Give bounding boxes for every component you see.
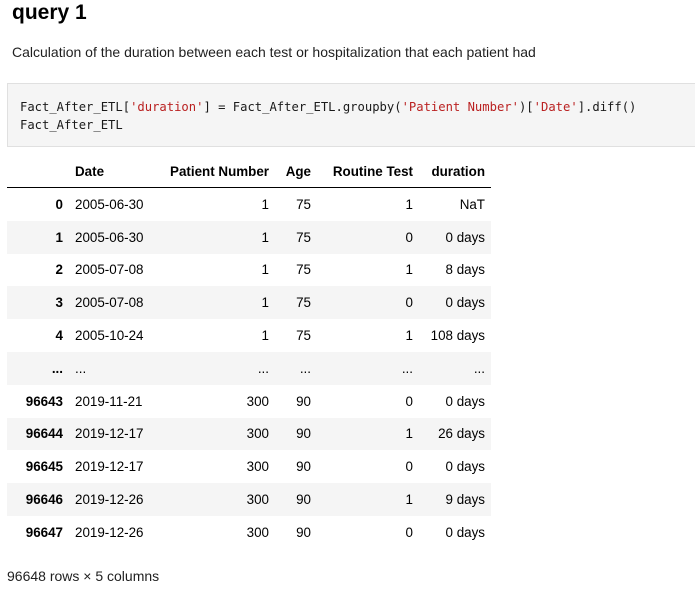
cell-age: 75: [296, 295, 311, 311]
dataframe-shape-summary: 96648 rows × 5 columns: [7, 568, 160, 584]
cell-date: 2005-10-24: [75, 328, 144, 344]
code-cell[interactable]: Fact_After_ETL['duration'] = Fact_After_…: [7, 83, 695, 147]
cell-age: 75: [296, 262, 311, 278]
cell-routine-test: 0: [405, 229, 413, 245]
cell-routine-test: 1: [405, 328, 413, 344]
column-header-routine-test: Routine Test: [317, 155, 419, 188]
table-row: 96643 2019-11-21 300 90 0 0 days: [7, 385, 491, 418]
code-string: 'duration': [130, 100, 204, 114]
row-index: 3: [55, 295, 63, 311]
cell-date: 2019-11-21: [75, 393, 143, 409]
cell-duration: ...: [473, 360, 485, 376]
query-heading: query 1: [12, 1, 87, 24]
cell-patient-number: 300: [246, 459, 269, 475]
cell-age: 90: [296, 393, 311, 409]
table-row: 96647 2019-12-26 300 90 0 0 days: [7, 516, 491, 549]
cell-patient-number: ...: [257, 360, 269, 376]
column-header-date: Date: [69, 155, 155, 188]
code-text-part: Fact_After_ETL[: [20, 100, 131, 114]
cell-duration: 26 days: [438, 426, 485, 442]
cell-age: 90: [296, 524, 311, 540]
table-row: 2 2005-07-08 1 75 1 8 days: [7, 254, 491, 287]
cell-duration: 0 days: [445, 524, 485, 540]
index-header: [7, 155, 69, 188]
table-row: 3 2005-07-08 1 75 0 0 days: [7, 286, 491, 320]
code-text-part: ].diff(): [577, 100, 637, 114]
column-header-duration: duration: [419, 155, 491, 188]
table-row: 0 2005-06-30 1 75 1 NaT: [7, 188, 491, 221]
cell-duration: 9 days: [445, 492, 485, 508]
table-row: 96645 2019-12-17 300 90 0 0 days: [7, 450, 491, 483]
cell-routine-test: 0: [405, 393, 413, 409]
cell-duration: 108 days: [430, 328, 485, 344]
cell-date: 2019-12-26: [75, 524, 144, 540]
cell-patient-number: 1: [261, 328, 269, 344]
cell-patient-number: 300: [246, 393, 269, 409]
table-row: 96646 2019-12-26 300 90 1 9 days: [7, 483, 491, 516]
cell-date: 2019-12-26: [75, 492, 144, 508]
row-index: 4: [55, 328, 63, 344]
code-string: 'Date': [533, 100, 578, 114]
code-text: Fact_After_ETL['duration'] = Fact_After_…: [20, 98, 636, 134]
code-text-part: ] = Fact_After_ETL.groupby(: [203, 100, 402, 114]
cell-duration: NaT: [459, 196, 485, 212]
cell-duration: 0 days: [445, 393, 485, 409]
table-row-ellipsis: ... ... ... ... ... ...: [7, 351, 491, 385]
code-string: 'Patient Number': [401, 100, 519, 114]
row-index: 0: [55, 196, 63, 212]
cell-age: ...: [299, 360, 311, 376]
cell-date: ...: [75, 360, 87, 376]
row-index: 2: [55, 262, 63, 278]
cell-age: 75: [296, 196, 311, 212]
cell-age: 75: [296, 229, 311, 245]
cell-patient-number: 300: [246, 524, 269, 540]
table-row: 1 2005-06-30 1 75 0 0 days: [7, 220, 491, 254]
row-index: 96643: [25, 393, 63, 409]
cell-date: 2005-06-30: [75, 196, 144, 212]
cell-patient-number: 1: [261, 295, 269, 311]
cell-duration: 8 days: [445, 262, 485, 278]
output-dataframe-table: Date Patient Number Age Routine Test dur…: [7, 155, 491, 549]
cell-date: 2005-07-08: [75, 295, 144, 311]
cell-duration: 0 days: [445, 459, 485, 475]
cell-routine-test: 1: [405, 492, 413, 508]
code-text-part: )[: [518, 100, 534, 114]
cell-routine-test: 0: [405, 524, 413, 540]
cell-date: 2005-07-08: [75, 262, 144, 278]
row-index: ...: [51, 360, 63, 376]
cell-patient-number: 1: [261, 229, 269, 245]
cell-routine-test: ...: [401, 360, 413, 376]
row-index: 1: [55, 229, 63, 245]
cell-duration: 0 days: [445, 295, 485, 311]
column-header-age: Age: [275, 155, 317, 188]
cell-age: 90: [296, 459, 311, 475]
row-index: 96646: [25, 492, 63, 508]
cell-patient-number: 1: [261, 262, 269, 278]
cell-age: 75: [296, 328, 311, 344]
cell-date: 2019-12-17: [75, 459, 144, 475]
cell-routine-test: 0: [405, 295, 413, 311]
table-row: 4 2005-10-24 1 75 1 108 days: [7, 319, 491, 352]
cell-age: 90: [296, 492, 311, 508]
cell-patient-number: 300: [246, 492, 269, 508]
cell-date: 2019-12-17: [75, 426, 144, 442]
cell-routine-test: 1: [405, 426, 413, 442]
cell-routine-test: 1: [405, 262, 413, 278]
cell-date: 2005-06-30: [75, 229, 144, 245]
row-index: 96647: [25, 524, 63, 540]
cell-duration: 0 days: [445, 229, 485, 245]
cell-age: 90: [296, 426, 311, 442]
cell-patient-number: 1: [261, 196, 269, 212]
cell-patient-number: 300: [246, 426, 269, 442]
cell-routine-test: 0: [405, 459, 413, 475]
column-header-patient-number: Patient Number: [155, 155, 275, 188]
table-row: 96644 2019-12-17 300 90 1 26 days: [7, 417, 491, 451]
row-index: 96645: [25, 459, 63, 475]
code-text-line2: Fact_After_ETL: [20, 118, 123, 132]
cell-routine-test: 1: [405, 196, 413, 212]
table-header-row: Date Patient Number Age Routine Test dur…: [7, 155, 491, 188]
query-description: Calculation of the duration between each…: [12, 44, 536, 60]
row-index: 96644: [25, 426, 63, 442]
